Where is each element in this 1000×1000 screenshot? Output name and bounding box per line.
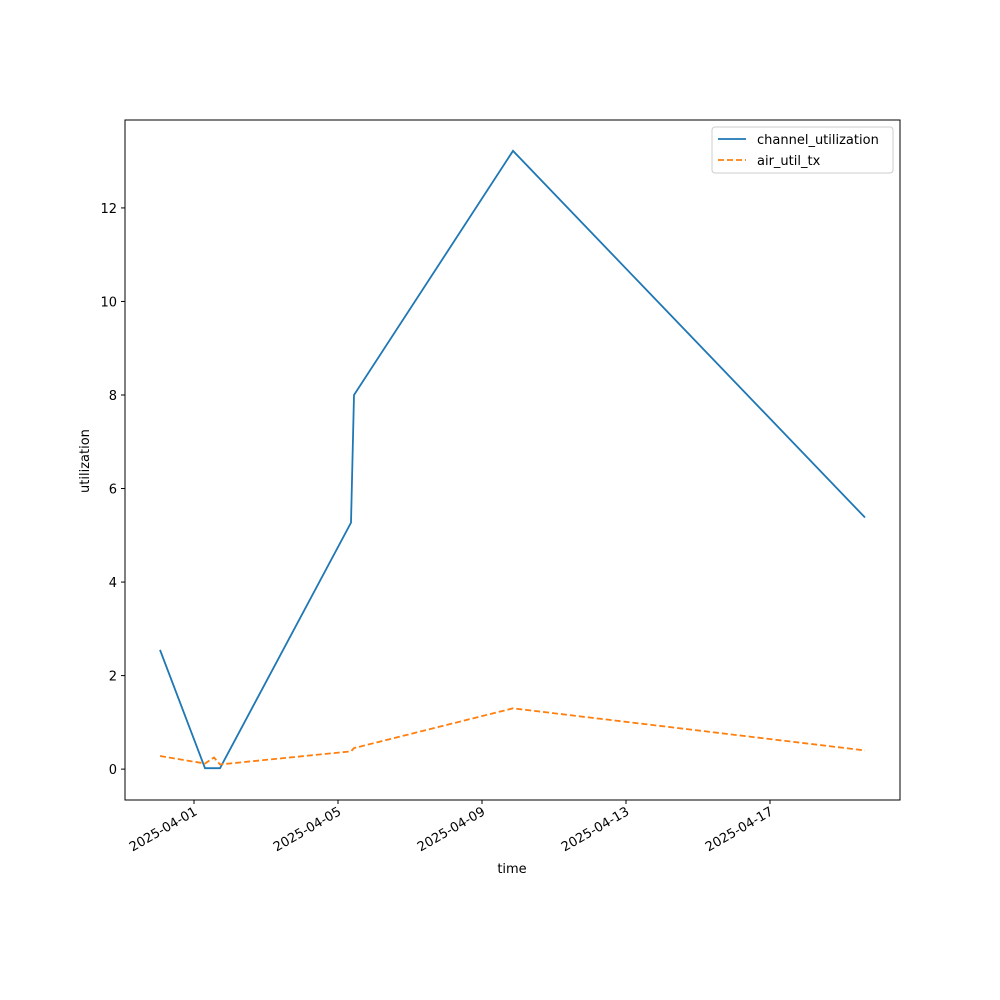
x-tick-label: 2025-04-17 [703, 804, 776, 855]
y-tick-label: 6 [109, 483, 117, 498]
x-axis-label: time [497, 862, 526, 877]
series-line [159, 149, 866, 770]
x-tick-label: 2025-04-01 [127, 804, 200, 855]
y-tick-label: 12 [100, 202, 117, 217]
x-tick-label: 2025-04-09 [415, 804, 488, 855]
legend-box [711, 126, 894, 174]
legend-label: channel_utilization [757, 133, 879, 148]
x-tick-label: 2025-04-13 [559, 804, 632, 855]
y-axis-label: utilization [78, 429, 93, 493]
legend-label: air_util_tx [757, 154, 821, 169]
x-tick-label: 2025-04-05 [271, 804, 344, 855]
y-tick-label: 10 [100, 295, 117, 310]
y-tick-label: 8 [109, 389, 117, 404]
y-tick-label: 2 [109, 670, 117, 685]
series-line [159, 707, 866, 766]
y-tick-label: 0 [109, 763, 117, 778]
plot-frame [124, 119, 901, 801]
y-tick-label: 4 [109, 576, 117, 591]
